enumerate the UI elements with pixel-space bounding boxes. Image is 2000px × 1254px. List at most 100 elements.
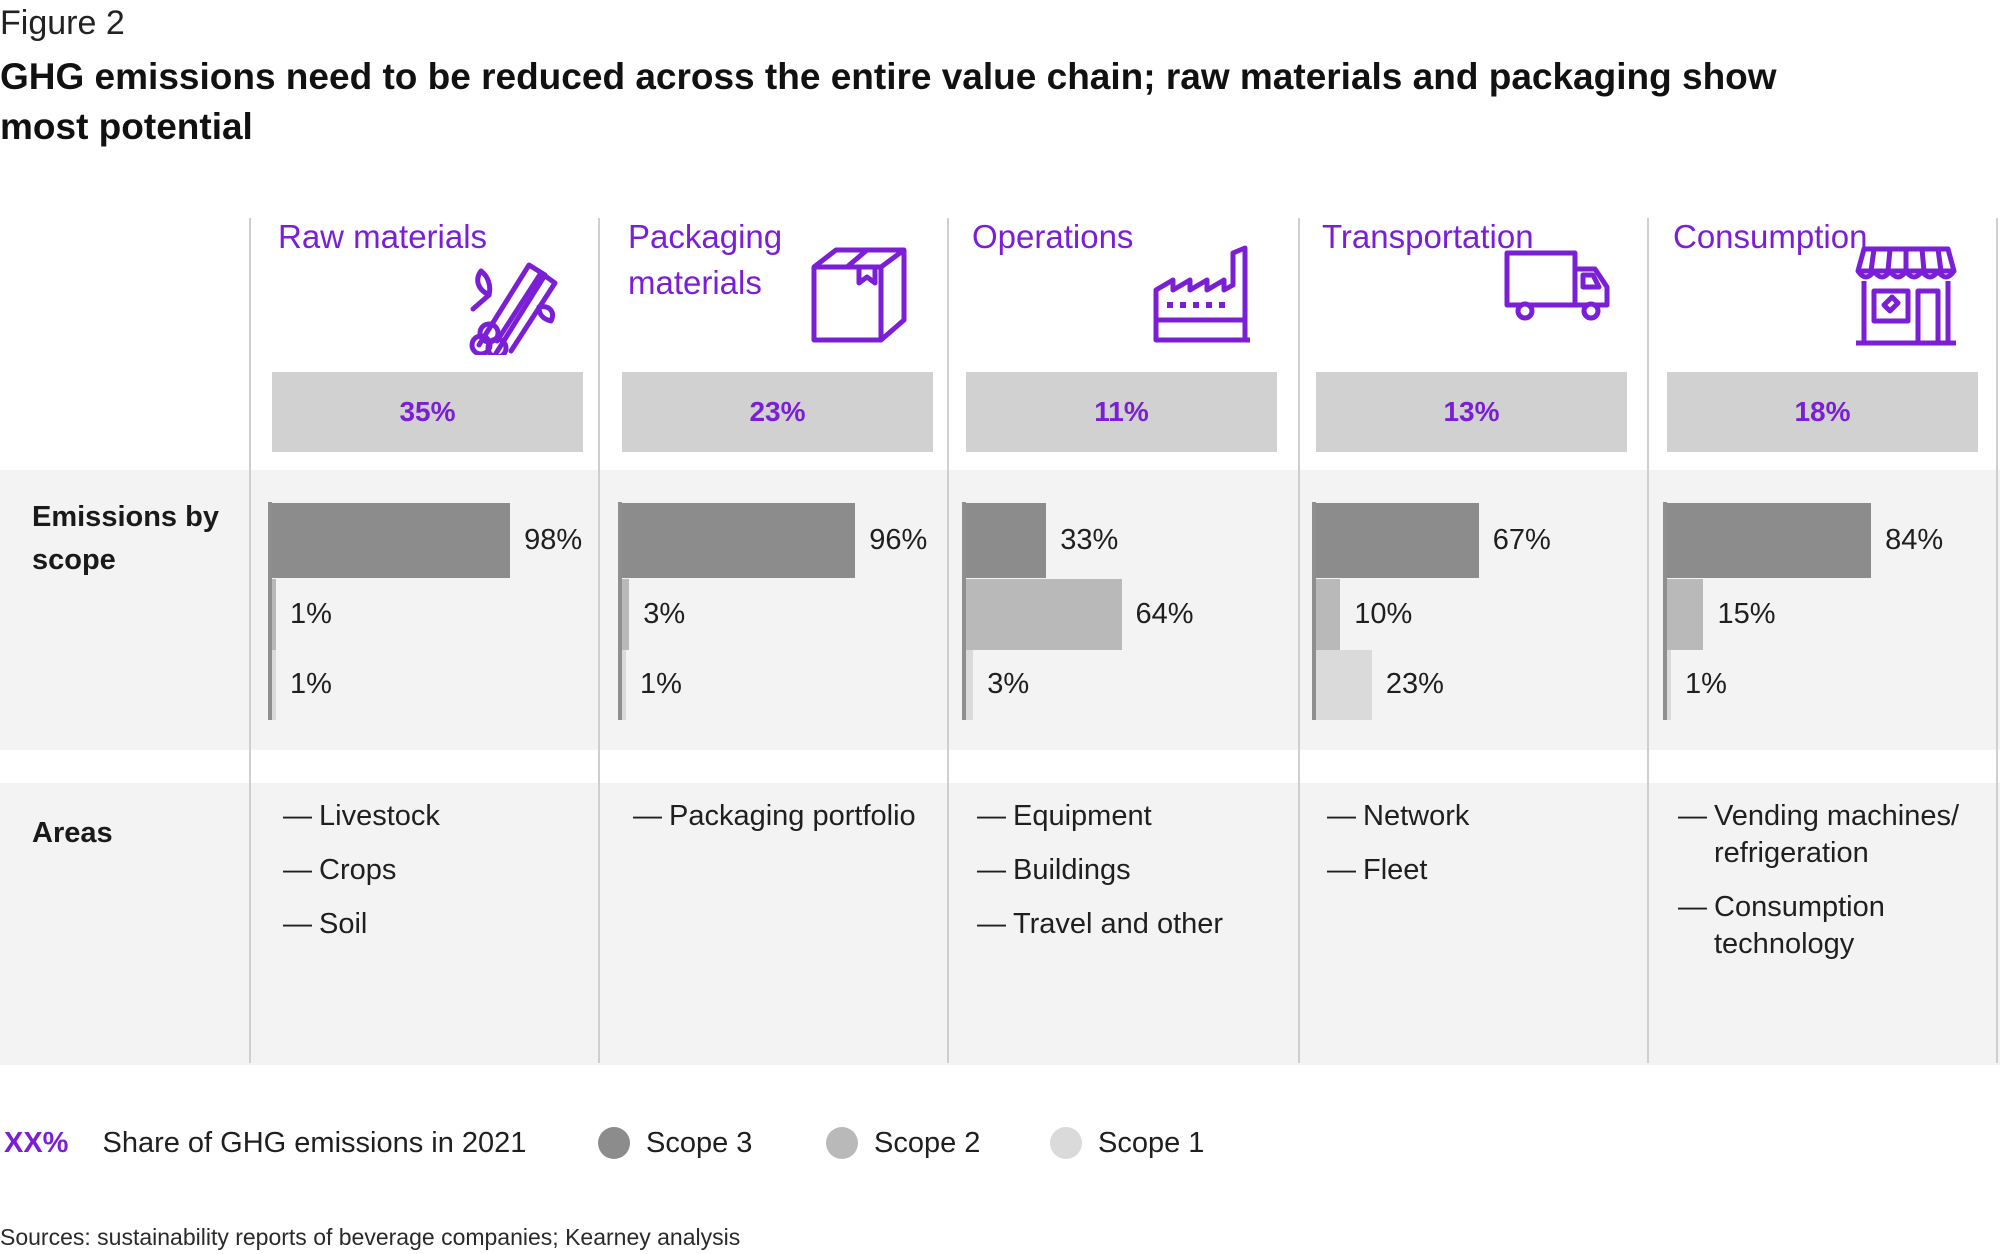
scope1-value-label: 1% — [640, 668, 682, 700]
raw-materials-logs-icon — [459, 245, 559, 360]
scope2-value-label: 64% — [1135, 597, 1194, 630]
area-item: — Soil — [283, 906, 593, 943]
legend-scope1-label: Scope 1 — [1098, 1126, 1205, 1159]
legend-share-marker: XX% — [4, 1126, 69, 1159]
areas-list: — Packaging portfolio — [633, 798, 943, 852]
scope1-value-label: 3% — [987, 668, 1030, 700]
area-label: Network — [1363, 800, 1470, 832]
column-divider — [249, 218, 251, 1063]
row-label-areas: Areas — [32, 817, 113, 849]
column-title: Operations — [972, 218, 1134, 255]
scope3-bar — [1316, 503, 1479, 578]
area-dash: — — [1678, 800, 1707, 832]
scope3-bar — [966, 503, 1047, 578]
area-item: — Crops — [283, 852, 593, 889]
area-label: Consumption technology — [1714, 891, 1885, 960]
figure-title: GHG emissions need to be reduced across … — [0, 56, 1777, 147]
scope3-value-label: 98% — [524, 523, 583, 556]
scope2-bar — [1316, 579, 1341, 650]
share-of-emissions-box: 18% — [1667, 372, 1978, 452]
scope2-bar — [622, 579, 630, 650]
scope1-value-label: 23% — [1385, 668, 1444, 700]
scope1-bar — [622, 650, 626, 720]
area-dash: — — [283, 854, 312, 886]
areas-list: — Equipment — Buildings — Travel and other — [977, 798, 1287, 960]
scope1-bar — [1667, 650, 1671, 720]
scope-bar-axis — [1663, 502, 1667, 720]
scope3-value-label: 84% — [1885, 523, 1944, 556]
scope2-bar — [272, 579, 276, 650]
truck-icon — [1503, 245, 1613, 330]
legend-scope3-swatch — [598, 1127, 630, 1159]
area-label: Equipment — [1013, 800, 1152, 832]
area-item: — Packaging portfolio — [633, 798, 943, 835]
legend-scope2-swatch — [826, 1127, 858, 1159]
scope-bar-axis — [1312, 502, 1316, 720]
column-divider — [947, 218, 949, 1063]
column-divider — [1647, 218, 1649, 1063]
scope3-value-label: 67% — [1492, 523, 1551, 556]
legend-scope1: Scope 1 — [1050, 1121, 1204, 1165]
share-of-emissions-box: 35% — [272, 372, 583, 452]
legend-scope2: Scope 2 — [826, 1121, 980, 1165]
area-item: — Livestock — [283, 798, 593, 835]
share-of-emissions-box: 13% — [1316, 372, 1627, 452]
scope2-bar — [966, 579, 1122, 650]
area-dash: — — [977, 908, 1006, 940]
area-dash: — — [1327, 800, 1356, 832]
legend-scope2-label: Scope 2 — [874, 1126, 981, 1159]
area-item: — Fleet — [1327, 852, 1637, 889]
storefront-icon — [1854, 245, 1958, 354]
package-box-icon — [809, 245, 909, 350]
areas-list: — Livestock — Crops — Soil — [283, 798, 593, 960]
area-item: — Consumption technology — [1678, 889, 1978, 963]
area-dash: — — [1678, 891, 1707, 923]
column-divider — [1996, 218, 1998, 1063]
area-label: Packaging portfolio — [669, 800, 916, 832]
area-label: Travel and other — [1013, 908, 1224, 940]
area-dash: — — [977, 800, 1006, 832]
area-dash: — — [283, 800, 312, 832]
column-divider — [598, 218, 600, 1063]
legend-share: XX% Share of GHG emissions in 2021 — [4, 1121, 526, 1165]
area-item: — Equipment — [977, 798, 1287, 835]
area-dash: — — [283, 908, 312, 940]
scope2-bar — [1667, 579, 1704, 650]
column-title: Packaging materials — [628, 218, 783, 301]
scope-bar-axis — [618, 502, 622, 720]
area-item: — Travel and other — [977, 906, 1287, 943]
column-title: Transportation — [1322, 218, 1534, 255]
scope3-bar — [1667, 503, 1872, 578]
area-dash: — — [1327, 854, 1356, 886]
area-label: Crops — [319, 854, 397, 886]
scope3-bar — [272, 503, 511, 578]
row-label-emissions-by-scope: Emissions by scope — [32, 501, 219, 576]
scope3-bar — [622, 503, 856, 578]
legend-scope3-label: Scope 3 — [646, 1126, 753, 1159]
areas-list: — Network — Fleet — [1327, 798, 1637, 906]
scope2-value-label: 1% — [290, 597, 332, 630]
scope1-bar — [1316, 650, 1372, 720]
column-title: Consumption — [1673, 218, 1868, 255]
scope1-bar — [966, 650, 974, 720]
scope3-value-label: 33% — [1060, 523, 1119, 556]
scope1-value-label: 1% — [1685, 668, 1727, 700]
area-label: Buildings — [1013, 854, 1131, 886]
area-item: — Network — [1327, 798, 1637, 835]
area-label: Soil — [319, 908, 368, 940]
area-dash: — — [977, 854, 1006, 886]
scope3-value-label: 96% — [869, 523, 928, 556]
figure-label: Figure 2 — [0, 4, 125, 42]
areas-row-band — [0, 783, 2000, 1065]
areas-list: — Vending machines/ refrigeration — Consump… — [1678, 798, 1978, 980]
source-note: Sources: sustainability reports of bever… — [0, 1224, 741, 1250]
share-of-emissions-box: 11% — [966, 372, 1277, 452]
scope-bar-axis — [962, 502, 966, 720]
scope-bar-axis — [268, 502, 272, 720]
area-label: Livestock — [319, 800, 440, 832]
scope1-bar — [272, 650, 276, 720]
scope1-value-label: 1% — [290, 668, 332, 700]
legend-scope1-swatch — [1050, 1127, 1082, 1159]
area-item: — Buildings — [977, 852, 1287, 889]
